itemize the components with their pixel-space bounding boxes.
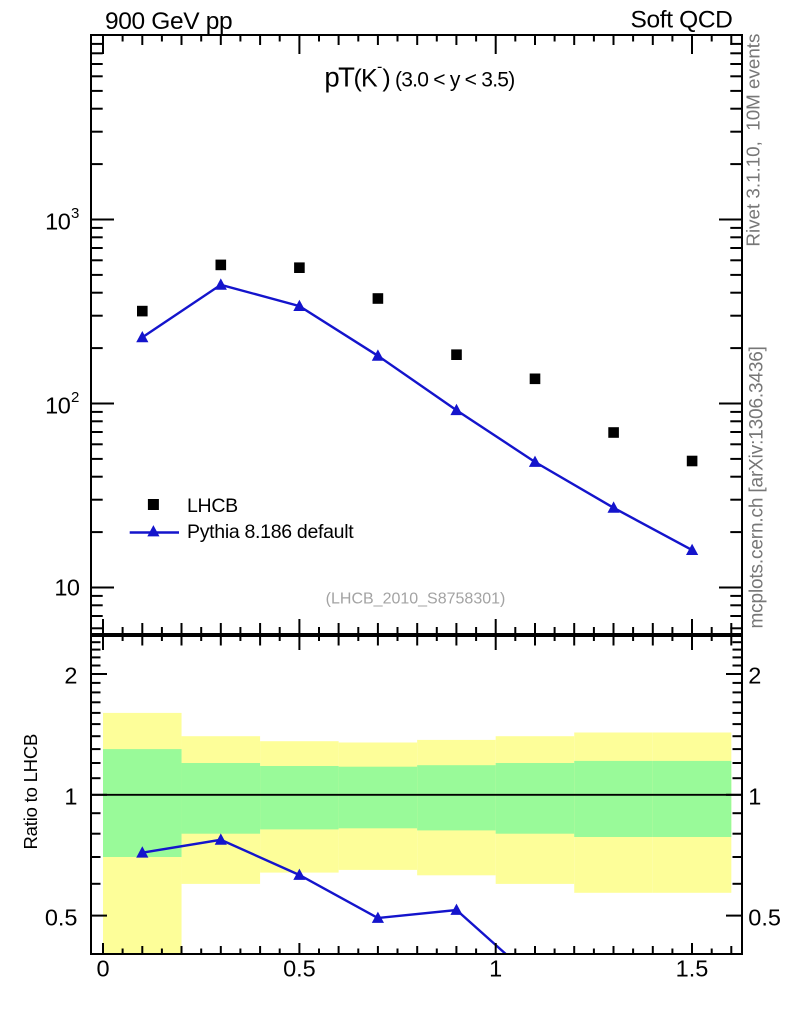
svg-text:Rivet 3.1.10, 10M events: Rivet 3.1.10, 10M events (743, 34, 764, 247)
svg-text:900 GeV pp: 900 GeV pp (105, 8, 232, 35)
svg-text:0.5: 0.5 (45, 904, 78, 930)
svg-text:0.5: 0.5 (283, 955, 316, 981)
svg-text:2: 2 (748, 663, 761, 689)
svg-text:2: 2 (64, 663, 77, 689)
svg-text:LHCB: LHCB (187, 495, 238, 517)
svg-text:10: 10 (45, 208, 71, 234)
svg-text:Soft QCD: Soft QCD (630, 7, 732, 34)
svg-text:1: 1 (489, 955, 502, 981)
svg-text:1: 1 (64, 784, 77, 810)
svg-text:3: 3 (71, 205, 79, 222)
svg-text:(LHCB_2010_S8758301): (LHCB_2010_S8758301) (326, 591, 506, 608)
svg-text:10: 10 (45, 392, 71, 418)
svg-text:1: 1 (748, 784, 761, 810)
svg-text:0: 0 (96, 955, 109, 981)
svg-text:mcplots.cern.ch [arXiv:1306.34: mcplots.cern.ch [arXiv:1306.3436] (747, 346, 768, 628)
svg-text:pT(K-) (3.0 < y < 3.5): pT(K-) (3.0 < y < 3.5) (324, 59, 514, 93)
svg-text:Ratio to LHCB: Ratio to LHCB (20, 734, 41, 850)
svg-text:1.5: 1.5 (676, 955, 709, 981)
svg-text:Pythia 8.186 default: Pythia 8.186 default (187, 521, 354, 543)
svg-text:0.5: 0.5 (748, 904, 781, 930)
svg-text:2: 2 (71, 389, 79, 406)
svg-text:10: 10 (54, 574, 80, 600)
